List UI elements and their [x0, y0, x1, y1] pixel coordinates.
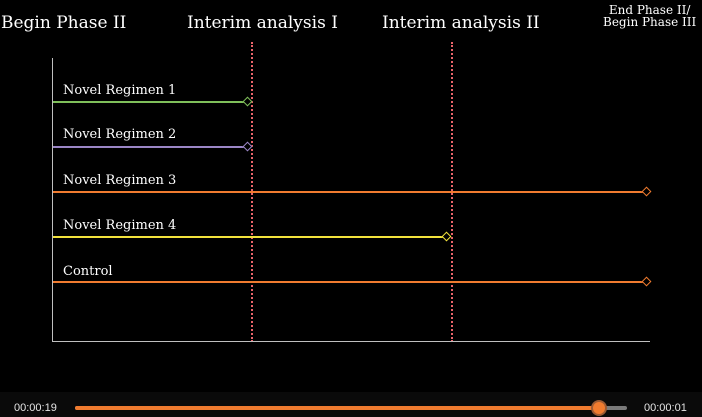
milestone-end-phase-2: End Phase II/ Begin Phase III — [603, 4, 696, 28]
arm-label-1: Novel Regimen 1 — [63, 83, 177, 98]
timeline-slide: Begin Phase II Interim analysis I Interi… — [1, 4, 696, 342]
seek-bar[interactable] — [75, 402, 627, 414]
milestone-end-line1: End Phase II/ — [608, 3, 691, 17]
milestone-end-line2: Begin Phase III — [603, 15, 697, 29]
arm-end-marker-3 — [641, 186, 652, 197]
arm-line-control — [53, 281, 645, 283]
arm-end-marker-4 — [441, 231, 452, 242]
arm-line-3 — [53, 191, 645, 193]
arm-line-1 — [53, 101, 247, 103]
milestone-interim-2: Interim analysis II — [382, 13, 540, 33]
arm-label-2: Novel Regimen 2 — [63, 127, 177, 142]
x-axis — [52, 341, 650, 342]
milestone-interim-1: Interim analysis I — [187, 13, 338, 33]
seek-bar-progress — [75, 406, 600, 410]
arm-end-marker-control — [641, 276, 652, 287]
video-player-controls: 00:00:19 00:00:01 — [0, 392, 702, 417]
milestone-begin-phase-2: Begin Phase II — [1, 13, 127, 33]
arm-label-control: Control — [63, 264, 113, 279]
arm-line-4 — [53, 236, 446, 238]
arm-label-4: Novel Regimen 4 — [63, 218, 177, 233]
arm-label-3: Novel Regimen 3 — [63, 173, 177, 188]
seek-bar-handle[interactable] — [593, 402, 606, 414]
y-axis — [52, 58, 53, 342]
remaining-time: 00:00:01 — [644, 402, 687, 414]
elapsed-time: 00:00:19 — [14, 402, 57, 414]
arm-line-2 — [53, 146, 247, 148]
